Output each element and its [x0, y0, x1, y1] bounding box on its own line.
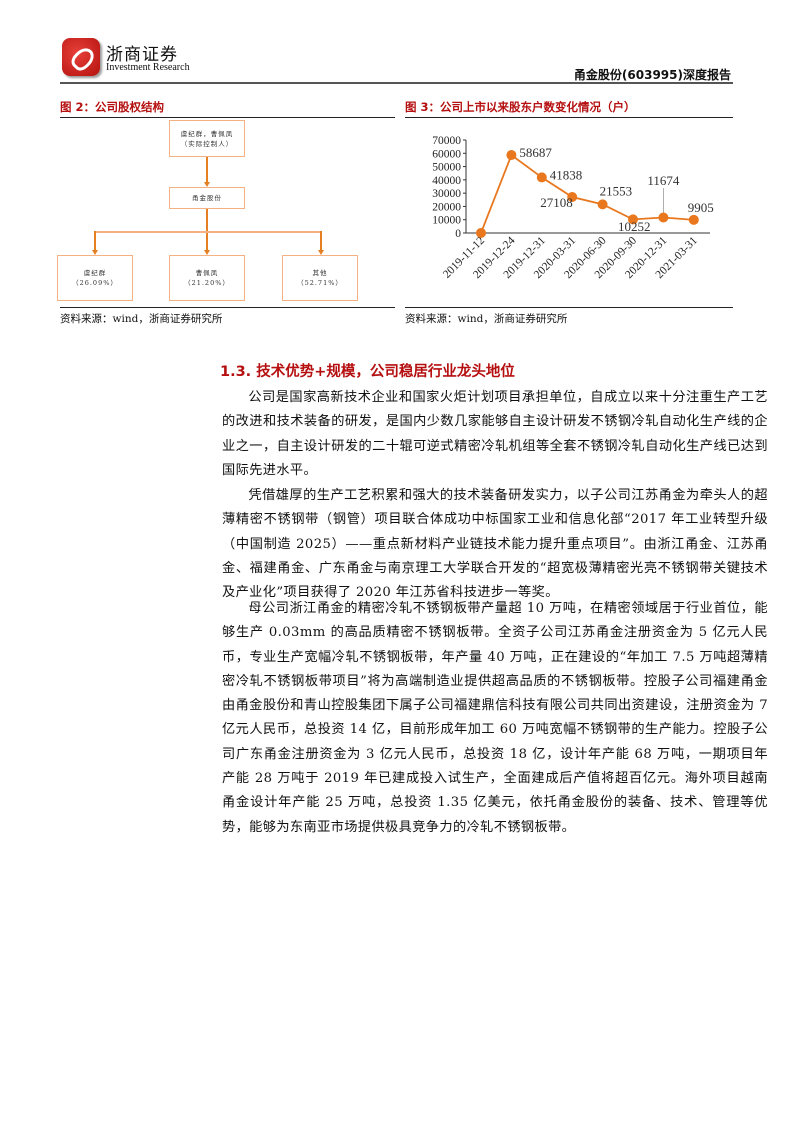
section-heading: 1.3. 技术优势+规模，公司稳居行业龙头地位	[220, 364, 515, 380]
header-divider	[60, 82, 733, 84]
holder-box: 曹佩凤 （21.20%）	[169, 255, 245, 301]
fig2-title: 图 2：公司股权结构	[60, 100, 165, 114]
data-label: 27108	[540, 195, 573, 210]
holder-pct: （52.71%）	[297, 279, 343, 287]
connector	[94, 231, 96, 251]
arrow-down-icon	[204, 182, 210, 187]
fig3-source: 资料来源：wind，浙商证券研究所	[405, 313, 568, 325]
connector	[94, 231, 321, 233]
company-logo-icon	[62, 38, 100, 76]
y-tick-label: 70000	[432, 135, 461, 147]
connector	[206, 157, 208, 183]
data-point	[476, 227, 486, 238]
data-point	[536, 172, 547, 183]
data-label: 9905	[688, 200, 714, 215]
arrow-down-icon	[204, 250, 210, 255]
holder-name: 曹佩凤	[195, 269, 219, 277]
data-label: 58687	[519, 145, 552, 160]
shareholder-line-chart: 0100002000030000400005000060000700002019…	[432, 135, 714, 281]
logo-text-cn: 浙商证券	[106, 45, 178, 65]
y-tick-label: 10000	[432, 215, 461, 227]
controller-names: 虞纪群，曹佩凤	[180, 129, 234, 138]
fig2-top-rule	[60, 117, 395, 118]
company-box: 甬金股份	[169, 187, 245, 209]
y-tick-label: 20000	[432, 201, 461, 213]
connector	[320, 231, 322, 251]
controller-label: （实际控制人）	[180, 139, 234, 148]
y-tick-label: 50000	[432, 162, 461, 174]
y-tick-label: 40000	[432, 175, 461, 187]
company-name: 甬金股份	[192, 194, 222, 202]
arrow-down-icon	[318, 250, 324, 255]
data-point	[567, 191, 578, 202]
holder-name: 虞纪群	[83, 269, 107, 277]
paragraph: 母公司浙江甬金的精密冷轧不锈钢板带产量超 10 万吨，在精密领域居于行业首位，能…	[222, 601, 768, 835]
holder-box: 其他 （52.71%）	[282, 255, 358, 301]
data-label: 11674	[647, 173, 680, 188]
holder-box: 虞纪群 （26.09%）	[57, 255, 133, 301]
paragraph: 凭借雄厚的生产工艺积累和强大的技术装备研发实力，以子公司江苏甬金为牵头人的超薄精…	[222, 488, 768, 601]
holder-name: 其他	[312, 269, 328, 277]
y-tick-label: 30000	[432, 188, 461, 200]
data-point	[628, 214, 638, 225]
data-point	[506, 150, 517, 161]
fig2-bottom-rule	[60, 307, 395, 308]
controller-box: 虞纪群，曹佩凤 （实际控制人）	[169, 120, 245, 157]
paragraph: 公司是国家高新技术企业和国家火炬计划项目承担单位，自成立以来十分注重生产工艺的改…	[222, 390, 768, 478]
y-tick-label: 0	[455, 228, 461, 240]
logo-text-en: Investment Research	[106, 62, 190, 73]
arrow-down-icon	[92, 250, 98, 255]
data-label: 21553	[600, 183, 633, 198]
data-label: 41838	[550, 167, 583, 182]
fig3-top-rule	[405, 117, 733, 118]
fig3-title: 图 3：公司上市以来股东户数变化情况（户）	[405, 100, 636, 114]
fig3-bottom-rule	[405, 307, 733, 308]
fig2-source: 资料来源：wind，浙商证券研究所	[60, 313, 223, 325]
holder-pct: （21.20%）	[184, 279, 230, 287]
data-point	[658, 212, 669, 223]
series-line	[480, 153, 694, 234]
data-label: 10252	[618, 219, 651, 234]
data-point	[688, 214, 699, 225]
y-tick-label: 60000	[432, 148, 461, 160]
document-title: 甬金股份(603995)深度报告	[573, 68, 731, 82]
holder-pct: （26.09%）	[72, 279, 118, 287]
data-point	[597, 199, 608, 210]
connector	[206, 209, 208, 251]
